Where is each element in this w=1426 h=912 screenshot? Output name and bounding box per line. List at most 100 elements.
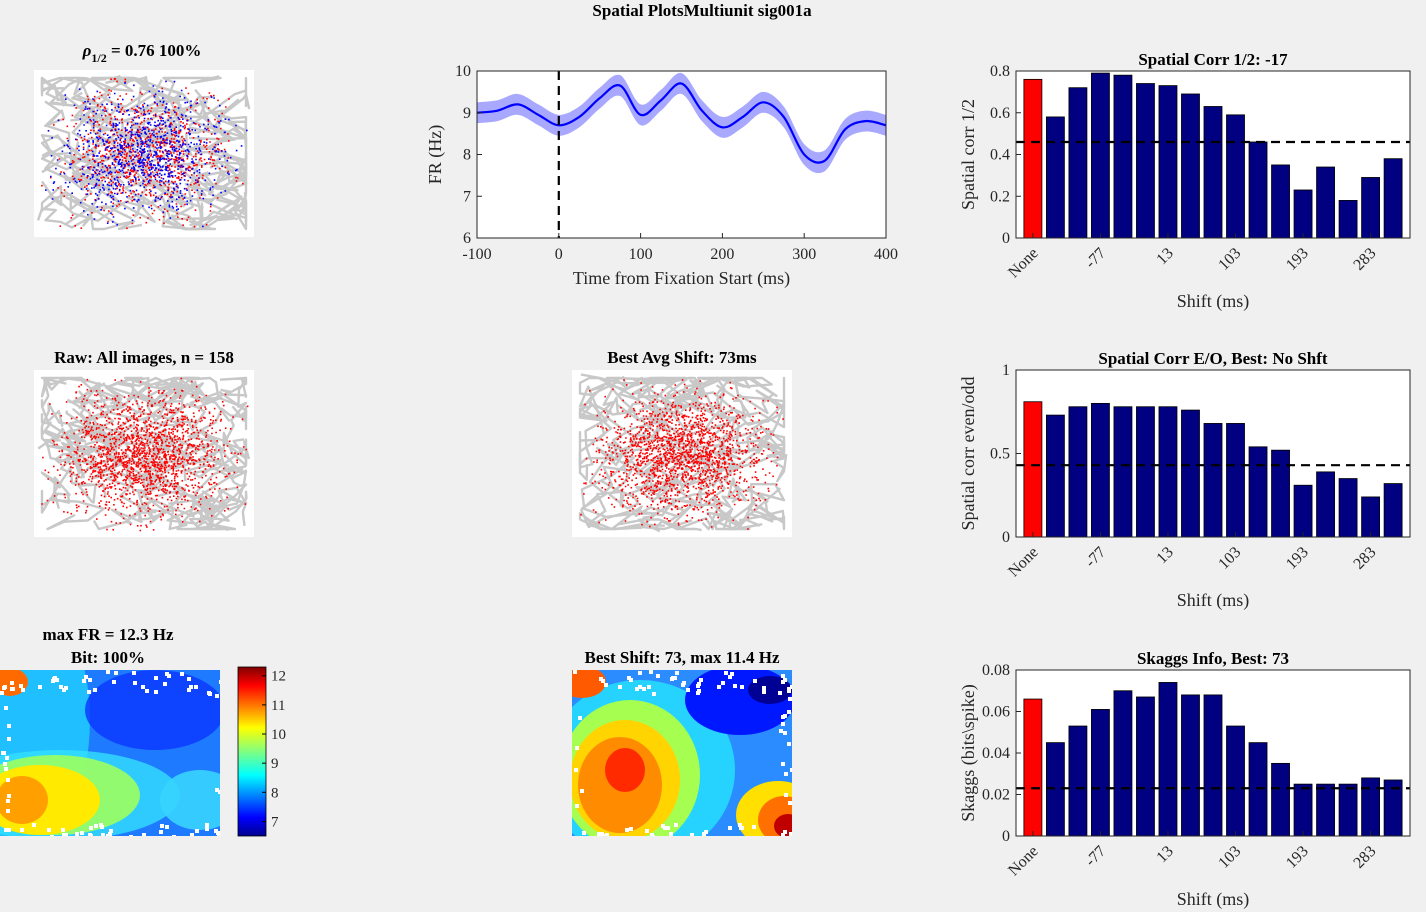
bar-shift	[1226, 114, 1245, 239]
eye-trace-path	[59, 405, 125, 479]
bar-shift	[1091, 709, 1110, 837]
x-tick-label: -77	[1082, 544, 1109, 571]
x-tick-label: None	[1005, 544, 1042, 581]
x-tick-label: None	[1005, 843, 1042, 880]
bar-shift	[1068, 725, 1088, 837]
y-axis-label: Spatial corr 1/2	[958, 99, 978, 210]
eye-trace-path	[177, 469, 248, 527]
eye-trace-path	[176, 490, 248, 531]
heatmap-blob-orange	[0, 776, 48, 824]
heatmap2-blob-topleft	[572, 670, 606, 698]
bar-shift	[1136, 696, 1155, 837]
x-tick-label: 283	[1350, 544, 1379, 573]
best-shift-title: Best Shift: 73, max 11.4 Hz	[584, 648, 779, 667]
bar-shift	[1271, 449, 1290, 538]
best-avg-scatter-plot	[572, 370, 792, 537]
bar-shift	[1226, 423, 1245, 538]
bar-shift	[1338, 478, 1358, 538]
bar-shift	[1293, 783, 1313, 837]
colorbar-tick-label: 11	[271, 698, 285, 714]
bar-shift	[1361, 177, 1381, 239]
colorbar-gradient	[237, 666, 267, 837]
eye-trace-path	[121, 450, 244, 501]
eye-trace-path	[68, 388, 115, 448]
rho-panel-title: ρ1/2 = 0.76 100%	[82, 41, 202, 65]
bar-shift	[1045, 116, 1065, 239]
x-tick-label: 193	[1283, 843, 1312, 872]
eye-trace-path	[715, 376, 778, 397]
eye-trace-path	[139, 75, 222, 112]
x-tick-label: 283	[1350, 843, 1379, 872]
bit-title: Bit: 100%	[71, 648, 145, 667]
y-tick-label: 10	[455, 63, 471, 80]
eye-trace-path	[706, 507, 752, 531]
bar-shift	[1271, 164, 1290, 239]
heatmap-blob-right-cyan	[160, 770, 220, 830]
eye-trace-path	[124, 376, 161, 407]
eye-trace-path	[215, 120, 248, 181]
x-tick-label: 193	[1283, 544, 1312, 573]
eye-trace-path	[196, 171, 243, 225]
y-tick-label: 7	[463, 188, 471, 205]
eye-trace-path	[154, 376, 200, 401]
eye-trace-path	[209, 76, 248, 114]
chart-title: Spatial Corr 1/2: -17	[1138, 50, 1288, 69]
eye-trace-path	[173, 391, 248, 431]
eye-trace-path	[656, 469, 729, 513]
eye-trace-path	[616, 505, 702, 532]
colorbar-tick-label: 9	[271, 756, 279, 772]
y-tick-label: 0.2	[990, 188, 1010, 205]
chart-title: Spatial Corr E/O, Best: No Shft	[1098, 349, 1328, 368]
bar-shift	[1091, 72, 1110, 239]
eye-trace-path	[53, 466, 107, 509]
bar-shift	[1316, 783, 1335, 837]
eye-trace-path	[578, 376, 684, 419]
y-tick-label: 0.5	[990, 446, 1010, 463]
bar-shift	[1203, 694, 1223, 837]
colorbar-ticks: 7 8 9 10 11 12	[262, 669, 286, 830]
bar-shift	[1136, 406, 1155, 538]
x-tick-label: -100	[462, 246, 491, 263]
heatmap2-blob-red	[605, 748, 645, 792]
eye-trace-path	[40, 134, 125, 181]
bar-shift	[1338, 783, 1358, 837]
bar-none	[1023, 698, 1043, 837]
eye-trace-path	[48, 74, 134, 107]
bar-shift	[1203, 106, 1223, 239]
x-tick-label: 13	[1153, 843, 1176, 866]
x-tick-label: 13	[1153, 245, 1176, 268]
x-axis-label: Time from Fixation Start (ms)	[573, 268, 790, 289]
bar-shift	[1113, 406, 1133, 538]
best-avg-scatter-points	[578, 373, 788, 533]
bar-shift	[1248, 141, 1268, 239]
bar-shift	[1068, 87, 1088, 239]
colorbar-tick-label: 8	[271, 785, 279, 801]
bar-shift	[1181, 93, 1200, 239]
bar-shift	[1383, 483, 1403, 538]
eye-trace-path	[680, 384, 747, 419]
eye-trace-path	[578, 512, 665, 531]
y-tick-label: 0.08	[982, 662, 1010, 679]
eye-trace-path	[131, 473, 166, 522]
eye-trace-path	[188, 201, 248, 231]
eye-trace-path	[40, 471, 105, 531]
bar-shift	[1181, 409, 1200, 538]
y-tick-label: 0.8	[990, 63, 1010, 80]
bar-shift	[1361, 777, 1381, 837]
rho-symbol: ρ	[82, 41, 92, 60]
x-tick-label: 400	[874, 246, 898, 263]
eye-trace-path	[105, 434, 192, 489]
eye-trace-path	[747, 507, 786, 531]
bar-shift	[1293, 189, 1313, 239]
bar-shift	[1316, 471, 1335, 538]
heatmap-blob-deepblue	[85, 670, 220, 750]
x-tick-label: 103	[1215, 245, 1244, 274]
eye-trace-path	[147, 474, 230, 532]
x-tick-label: -77	[1082, 843, 1109, 870]
bar-shift	[1113, 74, 1133, 239]
rho-scatter-plot	[34, 70, 254, 237]
y-tick-label: 9	[463, 105, 471, 122]
eye-trace-path	[200, 393, 248, 461]
spike-markers	[45, 80, 248, 228]
eye-trace-path	[735, 432, 786, 454]
